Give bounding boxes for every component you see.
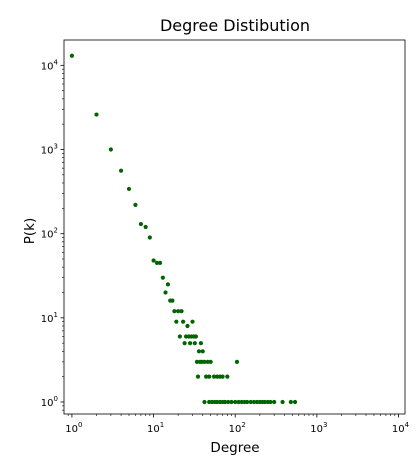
data-point — [166, 282, 170, 286]
data-point — [144, 225, 148, 229]
chart-title: Degree Distibution — [160, 16, 310, 35]
data-point — [151, 258, 155, 262]
data-point — [289, 400, 293, 404]
plot-frame — [64, 40, 405, 414]
data-point — [209, 360, 213, 364]
plot-area: 100 101 102 103 104 100 101 102 103 104 — [41, 40, 410, 435]
y-axis-label: P(k) — [22, 218, 38, 245]
data-point — [139, 222, 143, 226]
data-point — [245, 400, 249, 404]
data-point — [197, 349, 201, 353]
data-point — [183, 341, 187, 345]
data-point — [179, 309, 183, 313]
data-point — [161, 276, 165, 280]
data-point — [170, 299, 174, 303]
y-tick-label: 101 — [41, 311, 58, 325]
data-point — [201, 349, 205, 353]
x-tick-label: 100 — [65, 421, 82, 435]
x-tick-label: 101 — [147, 421, 164, 435]
data-point — [293, 400, 297, 404]
data-point — [127, 187, 131, 191]
data-point — [181, 320, 185, 324]
data-point — [220, 375, 224, 379]
data-point — [194, 334, 198, 338]
x-tick-label: 104 — [392, 421, 410, 435]
data-point — [196, 375, 200, 379]
data-point — [188, 341, 192, 345]
y-tick-label: 104 — [41, 58, 59, 72]
y-tick-label: 100 — [41, 395, 58, 409]
x-tick-label: 102 — [229, 421, 246, 435]
data-point — [202, 400, 206, 404]
data-point — [235, 360, 239, 364]
data-point — [174, 320, 178, 324]
x-axis-label: Degree — [210, 440, 259, 456]
data-point — [119, 169, 123, 173]
data-point — [109, 147, 113, 151]
data-point — [225, 375, 229, 379]
data-point — [229, 400, 233, 404]
data-point — [190, 320, 194, 324]
data-point — [94, 112, 98, 116]
data-point — [193, 341, 197, 345]
data-point — [133, 203, 137, 207]
data-point — [207, 375, 211, 379]
data-point — [185, 324, 189, 328]
data-point — [70, 54, 74, 58]
data-point — [158, 261, 162, 265]
data-point — [280, 400, 284, 404]
data-point — [178, 334, 182, 338]
data-point — [268, 400, 272, 404]
data-point — [148, 235, 152, 239]
x-tick-label: 103 — [310, 421, 327, 435]
y-tick-label: 103 — [41, 143, 58, 157]
data-point — [272, 400, 276, 404]
data-point — [199, 341, 203, 345]
data-point — [172, 309, 176, 313]
data-point — [163, 290, 167, 294]
y-tick-label: 102 — [41, 227, 58, 241]
